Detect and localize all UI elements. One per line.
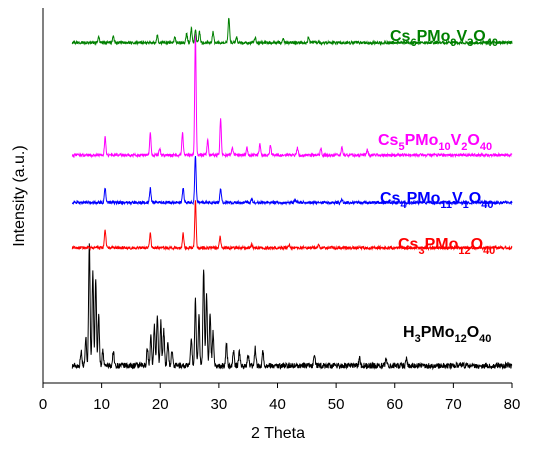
series-label-4: Cs5PMo10V2O40 <box>378 132 492 153</box>
x-axis-title: 2 Theta <box>251 425 305 442</box>
series-line-3 <box>71 156 513 206</box>
series-label-2: Cs3PMo12O40 <box>398 236 495 257</box>
series-label-1: H3PMo12O40 <box>403 324 491 345</box>
series-label-5: Cs6PMo9V3O40 <box>390 28 498 49</box>
x-tick-label: 70 <box>445 396 462 413</box>
x-tick-label: 40 <box>269 396 286 413</box>
x-tick-label: 20 <box>152 396 169 413</box>
series-line-5 <box>71 17 513 46</box>
x-tick-label: 50 <box>328 396 345 413</box>
x-tick-label: 30 <box>211 396 228 413</box>
x-tick-label: 0 <box>39 396 47 413</box>
x-tick-label: 10 <box>93 396 110 413</box>
series-line-4 <box>71 33 513 159</box>
y-axis-title: Intensity (a.u.) <box>11 145 28 246</box>
series-label-3: Cs4PMo11V1O40 <box>380 190 494 211</box>
x-tick-label: 60 <box>386 396 403 413</box>
x-tick-label: 80 <box>504 396 521 413</box>
series-line-2 <box>71 200 513 252</box>
series-line-1 <box>71 243 513 371</box>
